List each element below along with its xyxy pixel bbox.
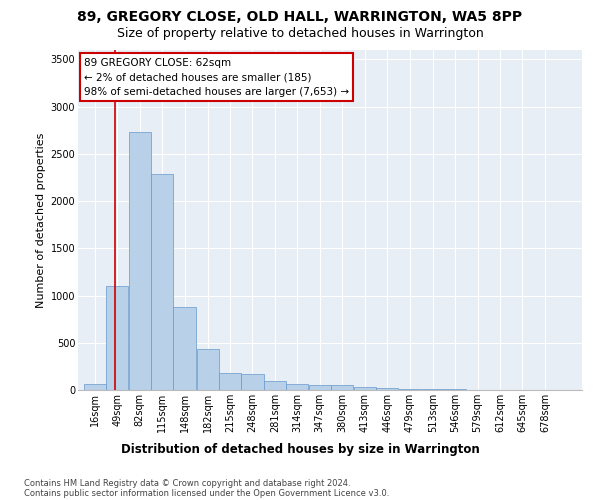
Bar [219,374,241,390]
Text: Contains HM Land Registry data © Crown copyright and database right 2024.: Contains HM Land Registry data © Crown c… [24,478,350,488]
Bar [376,388,398,390]
Bar [353,386,376,390]
Text: Contains public sector information licensed under the Open Government Licence v3: Contains public sector information licen… [24,488,389,498]
Bar [331,385,353,390]
Bar [422,389,444,390]
Text: Distribution of detached houses by size in Warrington: Distribution of detached houses by size … [121,442,479,456]
Text: 89 GREGORY CLOSE: 62sqm
← 2% of detached houses are smaller (185)
98% of semi-de: 89 GREGORY CLOSE: 62sqm ← 2% of detached… [84,58,349,97]
Bar [241,374,263,390]
Bar [286,384,308,390]
Bar [444,389,466,390]
Bar [264,380,286,390]
Bar [309,385,331,390]
Y-axis label: Number of detached properties: Number of detached properties [37,132,46,308]
Bar [173,307,196,390]
Bar [398,388,421,390]
Bar [128,132,151,390]
Text: Size of property relative to detached houses in Warrington: Size of property relative to detached ho… [116,28,484,40]
Bar [106,286,128,390]
Bar [197,350,218,390]
Text: 89, GREGORY CLOSE, OLD HALL, WARRINGTON, WA5 8PP: 89, GREGORY CLOSE, OLD HALL, WARRINGTON,… [77,10,523,24]
Bar [83,384,106,390]
Bar [151,174,173,390]
